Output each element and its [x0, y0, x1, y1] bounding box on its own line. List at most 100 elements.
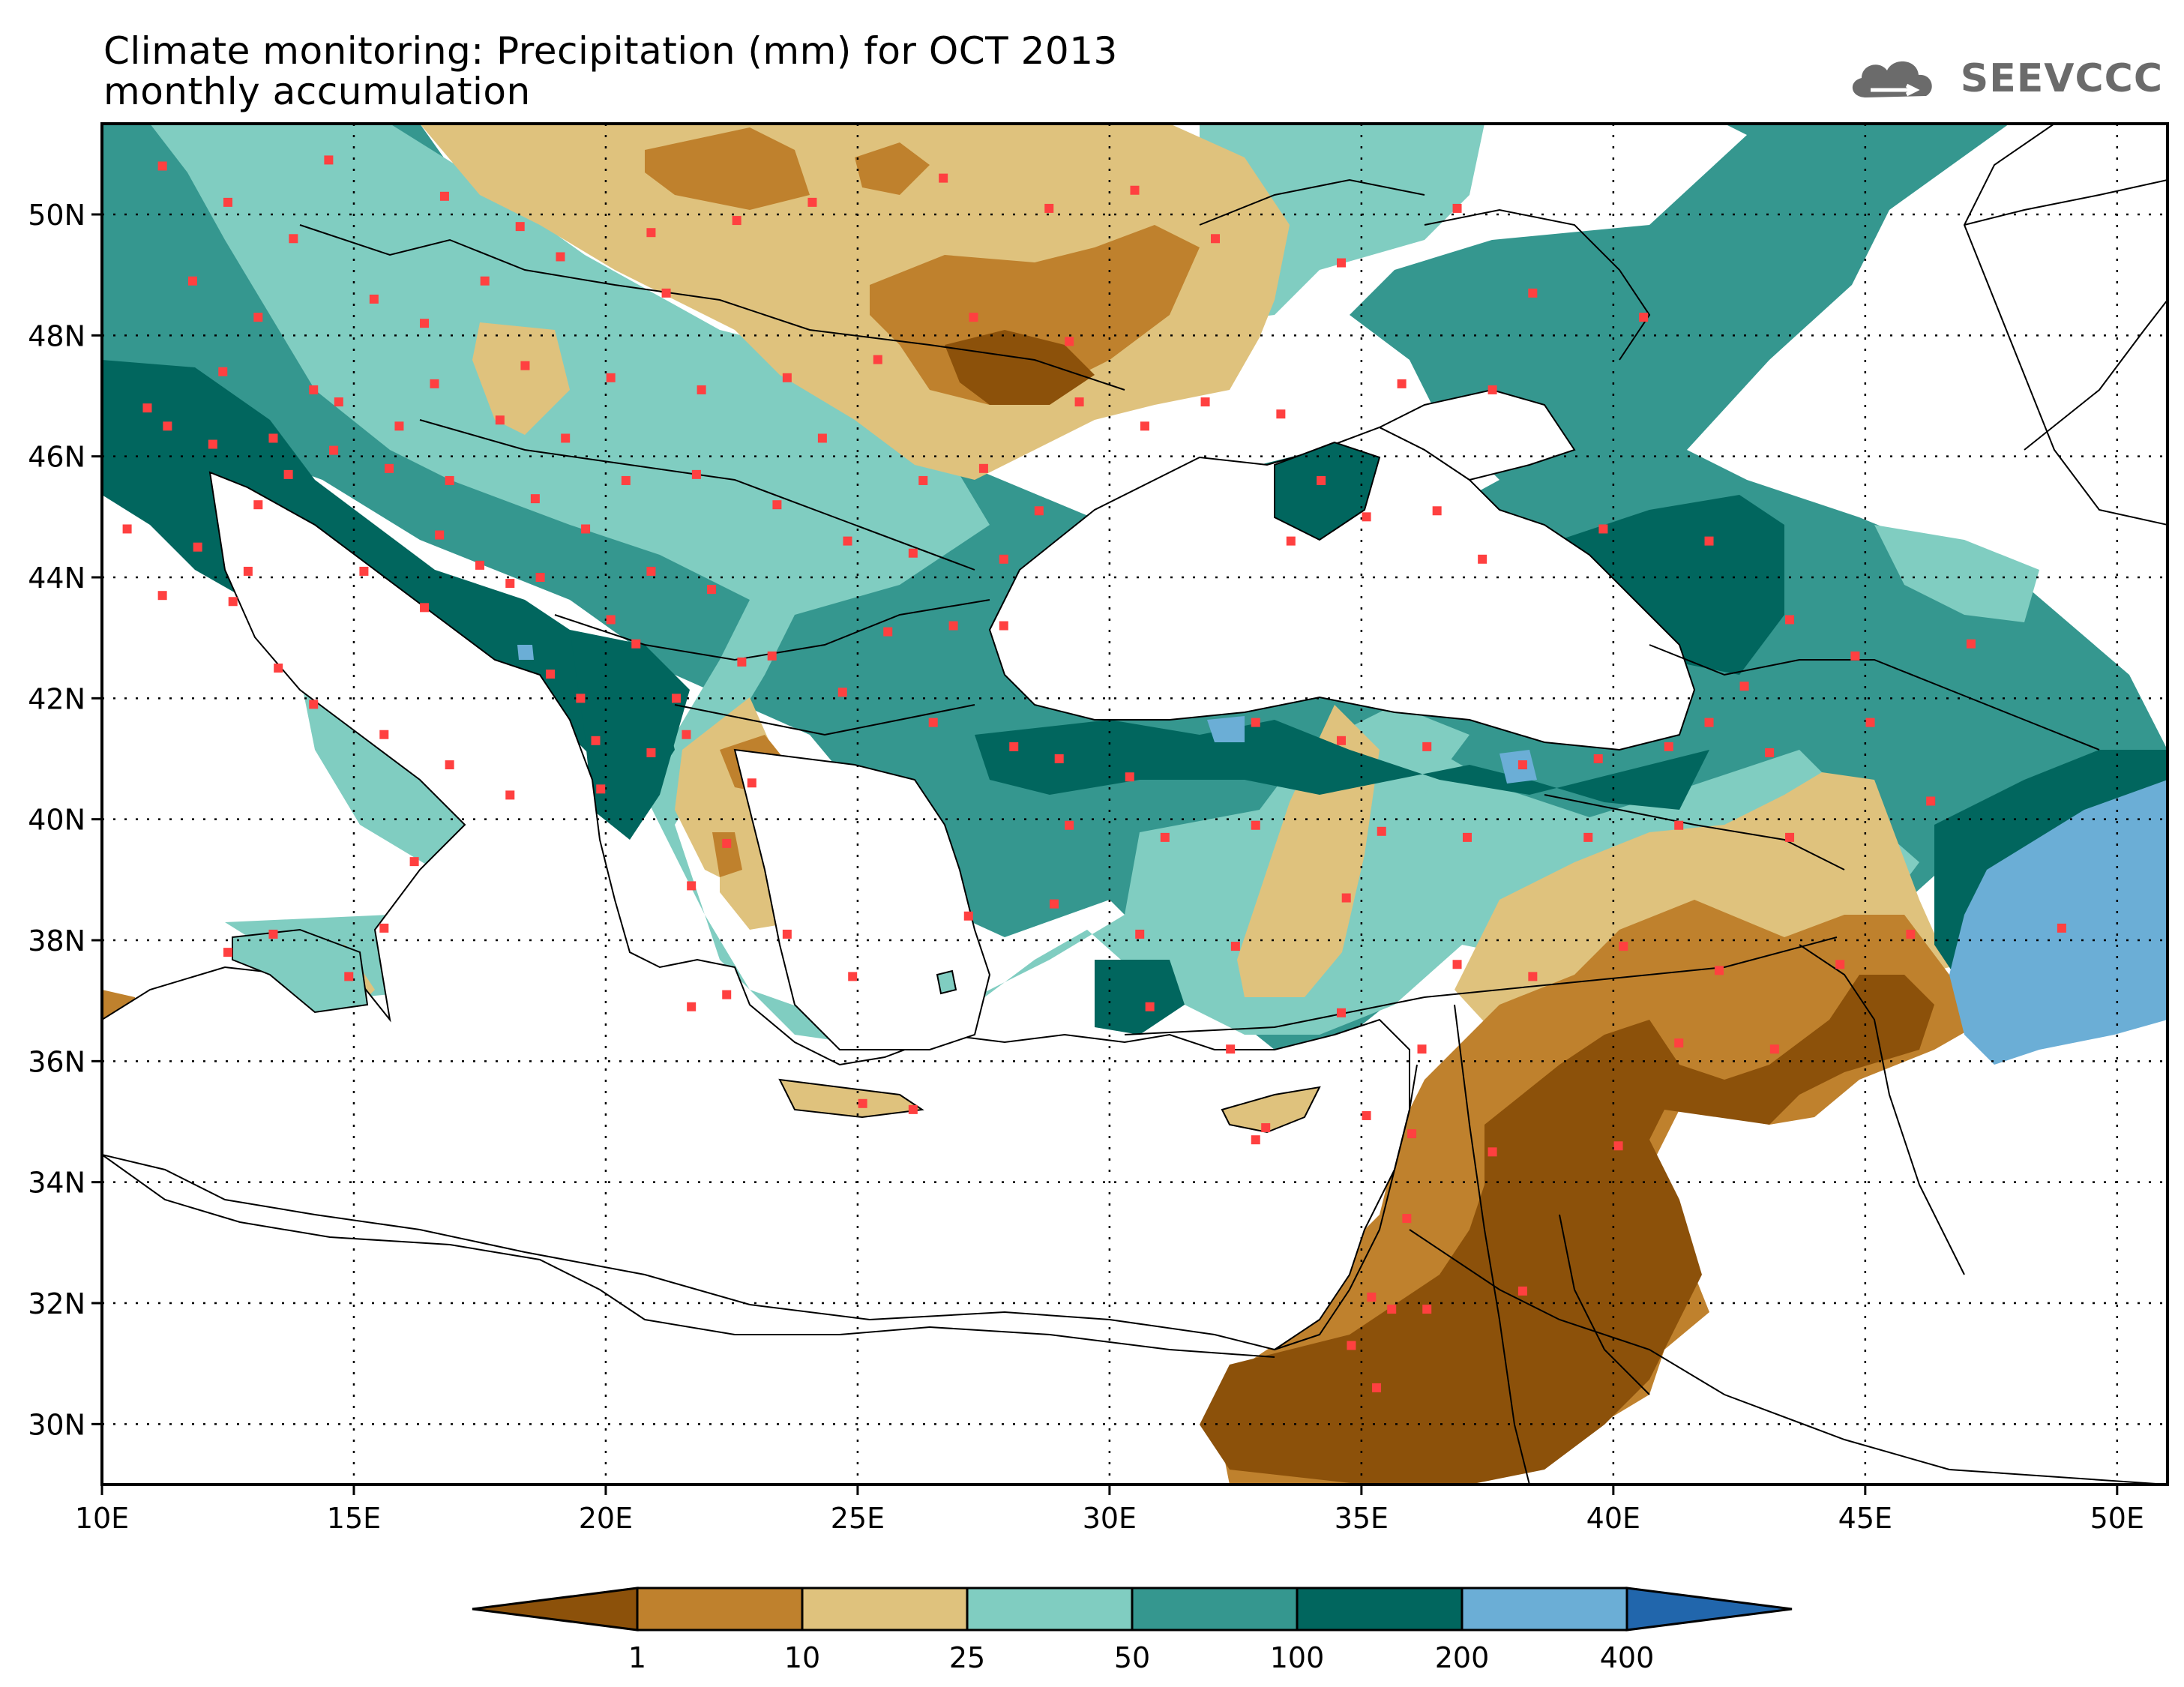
colorbar-label: 10	[784, 1641, 820, 1674]
station-marker	[430, 379, 439, 388]
station-marker	[1317, 475, 1326, 485]
colorbar-label: 200	[1435, 1641, 1490, 1674]
station-marker	[606, 615, 616, 625]
station-marker	[1422, 742, 1432, 751]
station-marker	[1926, 796, 1936, 806]
station-marker	[883, 627, 893, 637]
station-marker	[722, 990, 732, 999]
station-marker	[1211, 234, 1221, 244]
station-marker	[324, 155, 334, 165]
station-marker	[596, 784, 606, 794]
station-marker	[1362, 1110, 1371, 1120]
colorbar-box	[636, 1587, 804, 1632]
x-tick-label: 15E	[327, 1502, 381, 1535]
station-marker	[1452, 203, 1462, 213]
station-marker	[445, 760, 454, 770]
precip-field-200-400	[517, 645, 2168, 1065]
station-marker	[1125, 772, 1134, 782]
station-marker	[1835, 960, 1845, 969]
station-marker	[661, 288, 671, 298]
station-marker	[817, 433, 827, 443]
station-marker	[1407, 1129, 1417, 1139]
station-marker	[1145, 1002, 1155, 1011]
station-marker	[1160, 832, 1170, 842]
colorbar-box	[1296, 1587, 1463, 1632]
station-marker	[163, 421, 172, 431]
station-marker	[369, 294, 379, 304]
station-marker	[420, 603, 430, 613]
station-marker	[1906, 929, 1916, 939]
station-marker	[767, 651, 777, 661]
y-tick-label: 46N	[28, 441, 85, 474]
station-marker	[1226, 1044, 1236, 1054]
colorbar-label: 50	[1114, 1641, 1150, 1674]
station-marker	[873, 355, 882, 364]
station-marker	[1251, 820, 1260, 830]
colorbar-box	[966, 1587, 1134, 1632]
colorbar: 1 10 25 50 100 200 400	[472, 1587, 1793, 1674]
x-tick-label: 35E	[1335, 1502, 1389, 1535]
station-marker	[918, 475, 928, 485]
chart-title: Climate monitoring: Precipitation (mm) f…	[103, 29, 1118, 73]
station-marker	[344, 972, 354, 981]
station-marker	[2057, 923, 2066, 933]
station-marker	[1639, 313, 1649, 322]
y-tick-label: 30N	[28, 1408, 85, 1441]
station-marker	[1517, 760, 1527, 770]
precip-field-lt-1	[945, 330, 1934, 1485]
station-marker	[807, 197, 817, 207]
sea-areas	[102, 124, 2168, 1351]
station-marker	[646, 748, 656, 757]
station-marker	[737, 657, 747, 667]
station-marker	[581, 524, 591, 534]
station-marker	[1704, 718, 1714, 727]
y-tick-label: 36N	[28, 1045, 85, 1078]
station-marker	[1769, 1044, 1779, 1054]
station-marker	[722, 838, 732, 848]
colorbar-extend-low	[472, 1587, 639, 1632]
station-marker	[1432, 506, 1442, 516]
station-marker	[682, 730, 691, 739]
station-marker	[561, 433, 571, 443]
station-marker	[1402, 1214, 1412, 1224]
station-marker	[1865, 718, 1875, 727]
station-marker	[1387, 1305, 1397, 1314]
station-marker	[1074, 397, 1084, 407]
station-marker	[1341, 893, 1351, 903]
station-marker	[999, 554, 1008, 564]
station-marker	[999, 621, 1008, 631]
station-marker	[1517, 1286, 1527, 1296]
y-tick-label: 48N	[28, 319, 85, 352]
y-tick-label: 34N	[28, 1167, 85, 1200]
station-marker	[1674, 1038, 1684, 1048]
station-marker	[978, 463, 988, 473]
station-marker	[928, 718, 938, 727]
x-tick-label: 40E	[1586, 1502, 1640, 1535]
station-marker	[691, 469, 701, 479]
station-marker	[672, 694, 682, 703]
station-marker	[329, 445, 339, 455]
station-marker	[837, 688, 847, 697]
station-marker	[1478, 554, 1487, 564]
station-marker	[1417, 1044, 1427, 1054]
station-marker	[782, 373, 792, 382]
crete	[778, 1078, 924, 1119]
station-marker	[1452, 960, 1462, 969]
station-marker	[1739, 682, 1749, 691]
station-marker	[1034, 506, 1044, 516]
station-marker	[309, 385, 319, 394]
station-marker	[435, 530, 445, 540]
station-marker	[1337, 1008, 1346, 1017]
station-marker	[1674, 820, 1684, 830]
x-tick-label: 50E	[2090, 1502, 2144, 1535]
station-marker	[475, 560, 484, 570]
graticule	[102, 124, 2168, 1485]
station-marker	[283, 469, 293, 479]
station-marker	[1765, 748, 1775, 757]
station-marker	[782, 929, 792, 939]
station-marker	[858, 1098, 867, 1108]
station-marker	[1130, 185, 1140, 195]
station-marker	[556, 252, 565, 262]
station-marker	[963, 911, 973, 921]
x-tick-label: 10E	[75, 1502, 129, 1535]
